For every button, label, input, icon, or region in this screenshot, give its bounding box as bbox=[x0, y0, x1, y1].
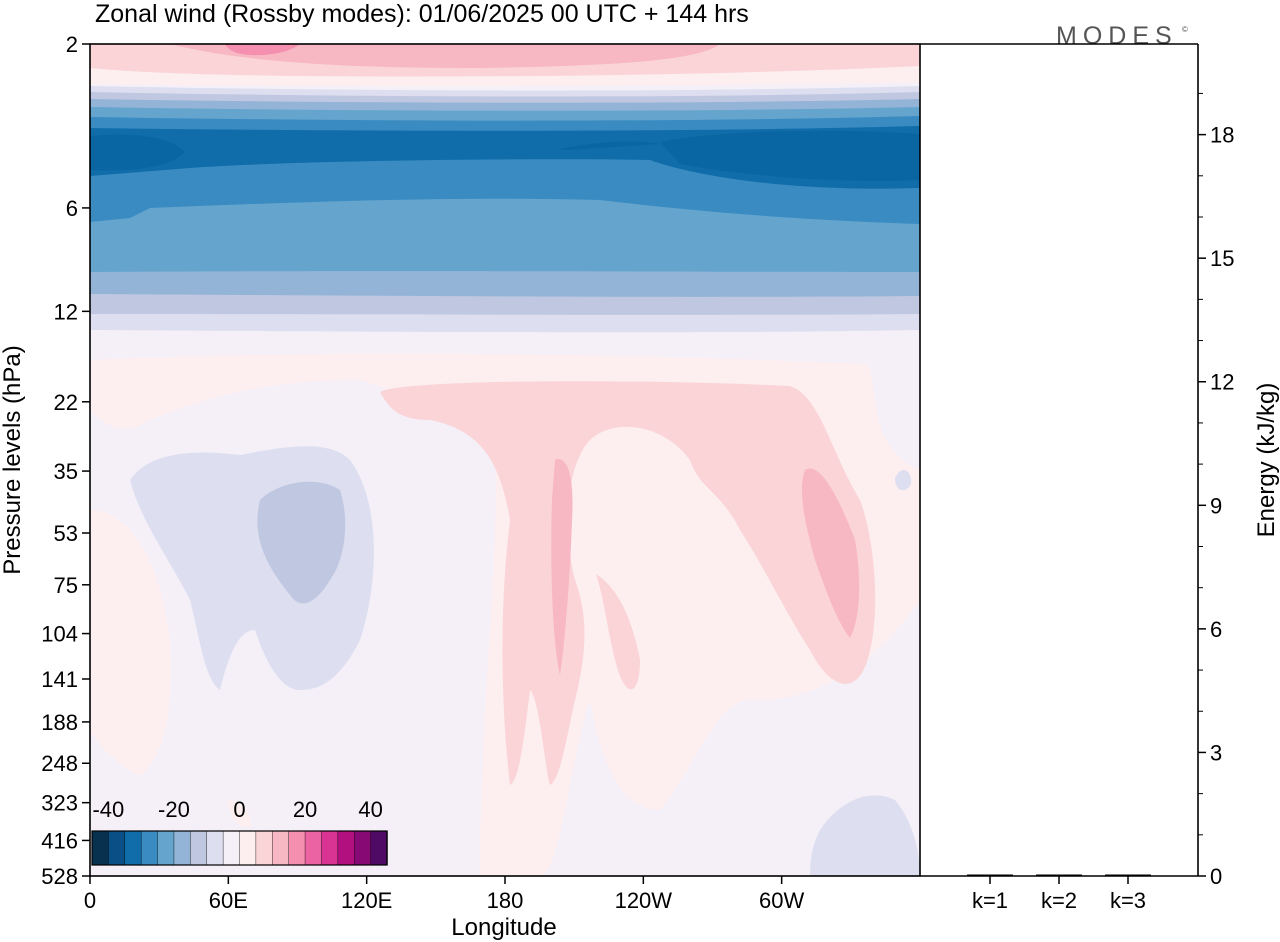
colorbar-label: -40 bbox=[92, 797, 124, 822]
colorbar-frame bbox=[91, 830, 388, 866]
x-tick-label: 120E bbox=[341, 888, 392, 913]
colorbar-swatch bbox=[272, 830, 290, 866]
contour-pos-5-small bbox=[228, 800, 251, 827]
category-label: k=3 bbox=[1110, 888, 1146, 913]
energy-tick-label: 3 bbox=[1210, 740, 1222, 765]
zonal-wind-field bbox=[90, 44, 920, 876]
contour-pos-10-arm bbox=[596, 574, 640, 690]
y-tick-label: 75 bbox=[54, 573, 78, 598]
y-tick-label: 12 bbox=[54, 299, 78, 324]
colorbar-swatch bbox=[304, 830, 323, 866]
category-label: k=1 bbox=[972, 888, 1008, 913]
y-tick-label: 528 bbox=[41, 864, 78, 889]
colorbar-swatch bbox=[190, 830, 208, 866]
contour-pos-10 bbox=[380, 381, 876, 785]
colorbar-swatch bbox=[354, 830, 372, 866]
colorbar-swatch bbox=[288, 830, 306, 866]
y-tick-label: 35 bbox=[54, 459, 78, 484]
colorbar-label: 40 bbox=[358, 797, 382, 822]
colorbar-swatch bbox=[140, 830, 159, 866]
colorbar-label: 20 bbox=[293, 797, 317, 822]
colorbar-swatches bbox=[91, 830, 388, 866]
x-axis-title: Longitude bbox=[451, 914, 556, 941]
colorbar-swatch bbox=[239, 830, 257, 866]
y-tick-label: 323 bbox=[41, 791, 78, 816]
contour-pos-5-left bbox=[90, 510, 171, 776]
energy-bar bbox=[1036, 874, 1082, 876]
x-tick-label: 120W bbox=[615, 888, 673, 913]
colorbar-label: -20 bbox=[158, 797, 190, 822]
colorbar-swatch bbox=[206, 830, 224, 866]
x-tick-label: 60E bbox=[209, 888, 248, 913]
contour-upper-pos-20 bbox=[225, 44, 300, 56]
contour-pos-15-west bbox=[551, 459, 573, 675]
contour-pos-15-east bbox=[801, 468, 860, 638]
colorbar-swatch bbox=[157, 830, 175, 866]
colorbar-labels: -40 -20 0 20 40 bbox=[92, 797, 382, 822]
x-axis: 0 60E 120E 180 120W 60W bbox=[84, 876, 805, 913]
energy-tick-label: 18 bbox=[1210, 123, 1234, 148]
y-tick-label: 53 bbox=[54, 521, 78, 546]
category-label: k=2 bbox=[1041, 888, 1077, 913]
contour-upper-pos-15 bbox=[170, 44, 720, 68]
colorbar-swatch bbox=[222, 830, 241, 866]
colorbar-swatch bbox=[337, 830, 355, 866]
y-tick-label: 188 bbox=[41, 710, 78, 735]
colorbar-swatch bbox=[370, 830, 388, 866]
energy-axis-title: Energy (kJ/kg) bbox=[1253, 383, 1280, 538]
energy-bar bbox=[967, 874, 1013, 876]
logo-registered-mark: © bbox=[1182, 25, 1188, 34]
energy-tick-label: 9 bbox=[1210, 493, 1222, 518]
colorbar-swatch bbox=[173, 830, 192, 866]
y-tick-label: 22 bbox=[54, 390, 78, 415]
energy-tick-label: 15 bbox=[1210, 246, 1234, 271]
y-axis: 2 6 12 22 35 53 75 104 141 188 248 323 416 528 bbox=[41, 32, 90, 889]
contour-neg-35-east bbox=[660, 130, 920, 182]
y-tick-label: 6 bbox=[66, 196, 78, 221]
energy-tick-label: 12 bbox=[1210, 370, 1234, 395]
energy-tick-label: 6 bbox=[1210, 617, 1222, 642]
colorbar-label: 0 bbox=[233, 797, 245, 822]
x-tick-label: 60W bbox=[759, 888, 804, 913]
contour-tropo-neg-10 bbox=[257, 481, 346, 604]
colorbar-swatch bbox=[124, 830, 142, 866]
chart-title: Zonal wind (Rossby modes): 01/06/2025 00… bbox=[95, 0, 749, 28]
energy-bar bbox=[1105, 874, 1151, 876]
modes-logo: MODES bbox=[1056, 22, 1178, 50]
contour-tropo-neg-5-dot bbox=[895, 470, 912, 491]
contour-tropo-neg-5-south bbox=[810, 795, 920, 876]
energy-axis: 0 3 6 9 12 15 18 bbox=[1198, 92, 1234, 889]
energy-bars: k=1 k=2 k=3 bbox=[967, 874, 1151, 913]
y-axis-title: Pressure levels (hPa) bbox=[0, 345, 26, 574]
colorbar-swatch bbox=[321, 830, 339, 866]
energy-tick-label: 0 bbox=[1210, 864, 1222, 889]
y-tick-label: 2 bbox=[66, 32, 78, 57]
colorbar-swatch bbox=[255, 830, 273, 866]
y-tick-label: 248 bbox=[41, 751, 78, 776]
x-tick-label: 180 bbox=[487, 888, 524, 913]
contour-neg-35-streak bbox=[556, 141, 660, 150]
colorbar-swatch bbox=[108, 830, 126, 866]
x-tick-label: 0 bbox=[84, 888, 96, 913]
y-tick-label: 141 bbox=[41, 667, 78, 692]
y-tick-label: 416 bbox=[41, 828, 78, 853]
colorbar-swatch bbox=[91, 830, 110, 866]
y-tick-label: 104 bbox=[41, 622, 78, 647]
contour-neg-35-west bbox=[90, 134, 185, 171]
colorbar: -40 -20 0 20 40 bbox=[91, 797, 388, 866]
